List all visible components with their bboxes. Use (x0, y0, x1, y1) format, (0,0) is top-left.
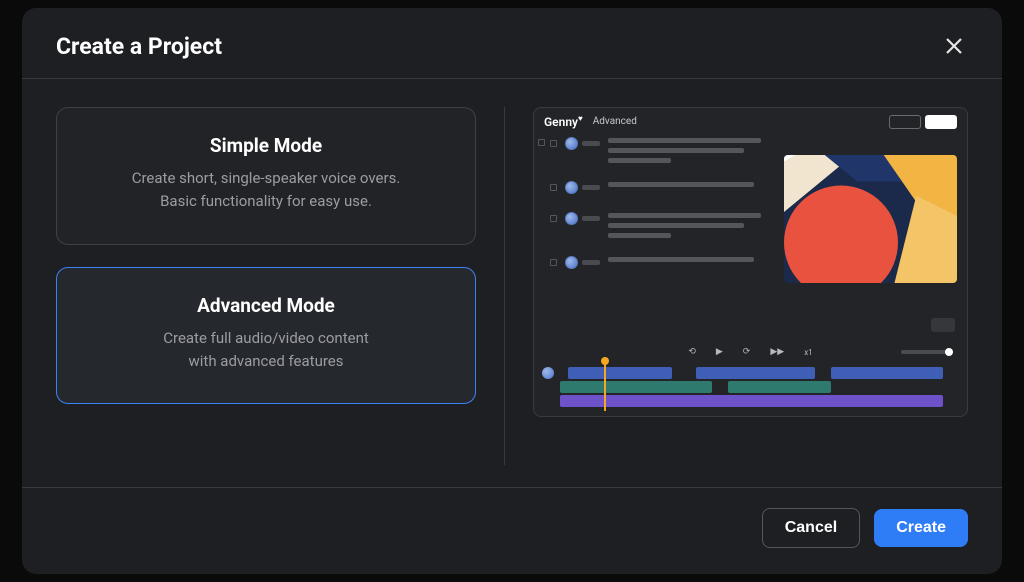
avatar-wrap (565, 256, 600, 269)
text-lines (608, 256, 774, 262)
timeline-clip (696, 367, 816, 379)
mode-title: Advanced Mode (85, 294, 447, 317)
modal-header: Create a Project (22, 8, 1002, 78)
avatar-wrap (565, 212, 600, 225)
preview-script-list (548, 135, 780, 343)
timeline-clip (568, 367, 672, 379)
thumbnail-art (784, 155, 957, 283)
mode-card-advanced[interactable]: Advanced Mode Create full audio/video co… (56, 267, 476, 405)
preview-brand: Genny♥ (544, 114, 583, 129)
video-thumbnail (784, 155, 957, 283)
text-line (608, 223, 744, 228)
playback-speed: x1 (804, 348, 812, 357)
preview-video (780, 135, 967, 343)
text-line (608, 148, 744, 153)
cancel-button[interactable]: Cancel (762, 508, 860, 548)
avatar-wrap (565, 137, 600, 150)
preview-mode-label: Advanced (593, 116, 637, 127)
checkbox-icon (550, 184, 557, 191)
preview-panel: Genny♥ Advanced (533, 107, 968, 417)
name-placeholder (582, 185, 600, 190)
preview-pill-solid (925, 115, 957, 129)
text-line (608, 158, 671, 163)
create-project-modal: Create a Project Simple Mode Create shor… (22, 8, 1002, 574)
text-lines (608, 212, 774, 238)
text-line (608, 213, 761, 218)
timeline (542, 365, 959, 411)
timeline-clip (560, 381, 712, 393)
avatar (565, 256, 578, 269)
preview-toggle (889, 115, 957, 129)
mode-description: Create short, single-speaker voice overs… (85, 167, 447, 214)
avatar (542, 367, 554, 379)
timeline-tracks (560, 365, 959, 411)
list-item (550, 212, 774, 238)
volume-slider-thumb (945, 348, 953, 356)
list-item (550, 181, 774, 194)
timeline-clip (728, 381, 832, 393)
skip-back-icon: ⟲ (688, 347, 696, 357)
text-line (608, 182, 754, 187)
playhead (604, 361, 606, 411)
close-button[interactable] (940, 32, 968, 60)
create-button[interactable]: Create (874, 509, 968, 547)
avatar-wrap (565, 181, 600, 194)
preview-left-rail (534, 135, 548, 343)
text-line (608, 233, 671, 238)
list-item (550, 256, 774, 269)
name-placeholder (582, 216, 600, 221)
play-icon: ▶ (716, 347, 723, 357)
play-icon (784, 155, 799, 170)
checkbox-icon (550, 140, 557, 147)
mode-card-simple[interactable]: Simple Mode Create short, single-speaker… (56, 107, 476, 245)
list-item (550, 137, 774, 163)
preview-timeline-area: ⟲ ▶ ⟳ ▶▶ x1 (534, 343, 967, 417)
close-icon (943, 35, 965, 57)
name-placeholder (582, 260, 600, 265)
checkbox-icon (550, 259, 557, 266)
modal-footer: Cancel Create (22, 487, 1002, 574)
timeline-clip (831, 367, 943, 379)
text-line (608, 257, 754, 262)
checkbox-icon (538, 139, 545, 146)
mode-description: Create full audio/video content with adv… (85, 327, 447, 374)
fast-forward-icon: ▶▶ (770, 347, 784, 357)
preview-main (534, 135, 967, 343)
vertical-separator (504, 107, 505, 465)
text-lines (608, 137, 774, 163)
preview-zoom-knob (931, 318, 955, 332)
text-line (608, 138, 761, 143)
name-placeholder (582, 141, 600, 146)
checkbox-icon (550, 215, 557, 222)
timeline-clip (560, 395, 943, 407)
avatar (565, 212, 578, 225)
modal-title: Create a Project (56, 33, 222, 60)
mode-options: Simple Mode Create short, single-speaker… (56, 107, 476, 465)
preview-column: Genny♥ Advanced (533, 107, 968, 465)
avatar (565, 181, 578, 194)
mode-title: Simple Mode (85, 134, 447, 157)
avatar (565, 137, 578, 150)
text-lines (608, 181, 774, 187)
preview-header: Genny♥ Advanced (534, 108, 967, 135)
preview-pill-outline (889, 115, 921, 129)
modal-body: Simple Mode Create short, single-speaker… (22, 79, 1002, 487)
skip-forward-icon: ⟳ (743, 347, 751, 357)
